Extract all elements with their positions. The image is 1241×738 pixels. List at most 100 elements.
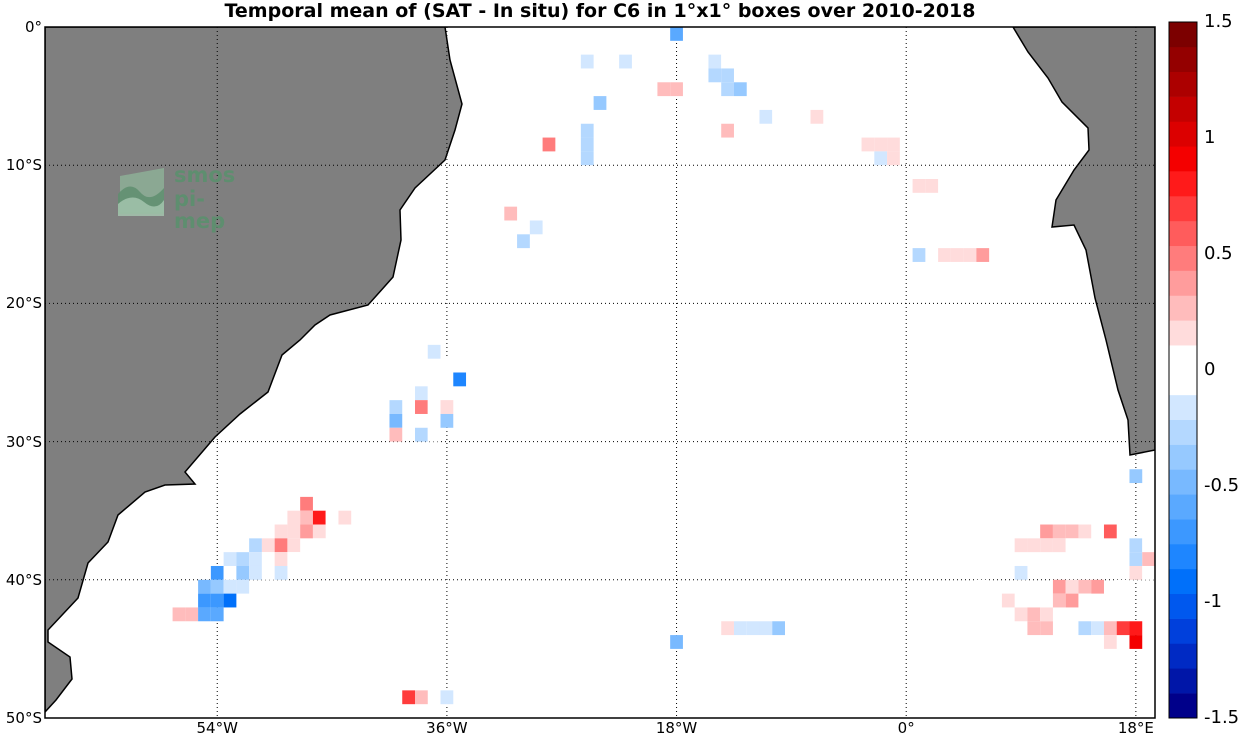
heatmap-cell	[785, 82, 798, 97]
heatmap-cell	[810, 109, 824, 124]
colorbar-segment	[1169, 345, 1197, 371]
heatmap-cell	[1078, 579, 1092, 594]
heatmap-cell	[1103, 635, 1117, 649]
heatmap-cell	[249, 552, 262, 566]
heatmap-cell	[1065, 538, 1079, 553]
logo-text-line1: smos	[174, 163, 236, 187]
heatmap-cell	[1001, 593, 1015, 608]
colorbar-segment	[1169, 593, 1197, 619]
colorbar-segment	[1169, 494, 1197, 520]
heatmap-cell	[721, 40, 734, 55]
colorbar-segment	[1169, 320, 1197, 346]
heatmap-cell	[325, 510, 339, 525]
heatmap-cell	[976, 579, 990, 594]
heatmap-cell	[440, 690, 454, 705]
heatmap-cell	[593, 40, 607, 55]
heatmap-cell	[912, 179, 926, 193]
colorbar-segment	[1169, 568, 1197, 595]
heatmap-cell	[210, 579, 224, 594]
heatmap-cell	[733, 82, 747, 97]
heatmap-cell	[287, 524, 301, 539]
lat-tick-label: 0°	[24, 18, 42, 36]
heatmap-cell	[338, 510, 352, 525]
heatmap-cell	[261, 538, 275, 553]
colorbar-segment	[1169, 96, 1197, 122]
heatmap-cell	[759, 68, 773, 83]
colorbar-segment	[1169, 22, 1197, 48]
plot-frame	[44, 26, 1156, 719]
heatmap-cell	[580, 123, 594, 138]
heatmap-cell	[1040, 524, 1053, 539]
heatmap-cell	[274, 538, 288, 553]
heatmap-cell	[938, 248, 951, 262]
colorbar-segment	[1169, 245, 1197, 271]
heatmap-cell	[274, 524, 288, 539]
heatmap-cell	[440, 413, 454, 428]
map-title: Temporal mean of (SAT - In situ) for C6 …	[224, 0, 976, 22]
heatmap-cell	[287, 552, 301, 566]
lon-tick-label: 54°W	[196, 719, 238, 737]
heatmap-cell	[542, 137, 556, 152]
heatmap-cell	[721, 54, 734, 69]
heatmap-cell	[1142, 538, 1155, 553]
heatmap-cell	[261, 552, 275, 566]
heatmap-cell	[504, 206, 518, 221]
heatmap-cell	[772, 109, 785, 124]
heatmap-cell	[287, 510, 301, 525]
lat-tick-label: 20°S	[5, 294, 42, 313]
logo-mark-icon	[118, 168, 164, 216]
heatmap-cell	[223, 565, 237, 580]
heatmap-cell	[223, 552, 237, 566]
heatmap-cell	[606, 109, 620, 124]
heatmap-cell	[1078, 621, 1092, 636]
colorbar-segment	[1169, 171, 1197, 197]
colorbar-segment	[1169, 519, 1197, 545]
heatmap-cell	[389, 400, 403, 414]
heatmap-cell	[249, 538, 262, 553]
heatmap-cell	[1116, 579, 1130, 594]
heatmap-cell	[236, 552, 250, 566]
heatmap-cell	[415, 427, 428, 442]
heatmap-cell	[1091, 538, 1104, 553]
heatmap-cell	[887, 151, 900, 166]
heatmap-cell	[644, 40, 658, 55]
heatmap-cell	[223, 579, 237, 594]
lon-tick-label: 36°W	[426, 719, 468, 737]
heatmap-cell	[440, 386, 454, 401]
colorbar-segment	[1169, 295, 1197, 321]
heatmap-cell	[274, 565, 288, 580]
heatmap-cell	[198, 607, 211, 622]
heatmap-cell	[568, 68, 581, 83]
lat-tick-label: 40°S	[5, 570, 42, 589]
heatmap-cell	[389, 427, 403, 442]
heatmap-cell	[619, 54, 632, 69]
heatmap-cell	[1142, 552, 1155, 566]
heatmap-cell	[1065, 579, 1079, 594]
heatmap-cell	[1129, 635, 1143, 649]
logo-text-line2: pi-mep	[174, 187, 226, 233]
heatmap-cell	[300, 524, 313, 539]
colorbar-segment	[1169, 220, 1197, 247]
heatmap-cell	[1014, 607, 1028, 622]
heatmap-cell	[1129, 565, 1143, 580]
heatmap-cell	[172, 607, 186, 622]
heatmap-cell	[1027, 607, 1041, 622]
heatmap-cell	[1091, 579, 1104, 594]
heatmap-cell	[759, 109, 773, 124]
heatmap-cell	[746, 621, 760, 636]
heatmap-cell	[415, 386, 428, 401]
heatmap-cell	[1129, 469, 1143, 484]
heatmap-cell	[593, 96, 607, 110]
colorbar-tick-label: -0.5	[1204, 475, 1240, 496]
heatmap-cell	[1078, 524, 1092, 539]
heatmap-cell	[415, 400, 428, 414]
heatmap-cell	[210, 607, 224, 622]
heatmap-cell	[236, 579, 250, 594]
heatmap-cell	[874, 151, 888, 166]
heatmap-cell	[185, 607, 199, 622]
heatmap-cell	[1129, 621, 1143, 636]
heatmap-cell	[963, 248, 977, 262]
heatmap-cell	[1014, 565, 1028, 580]
heatmap-cell	[657, 82, 671, 97]
